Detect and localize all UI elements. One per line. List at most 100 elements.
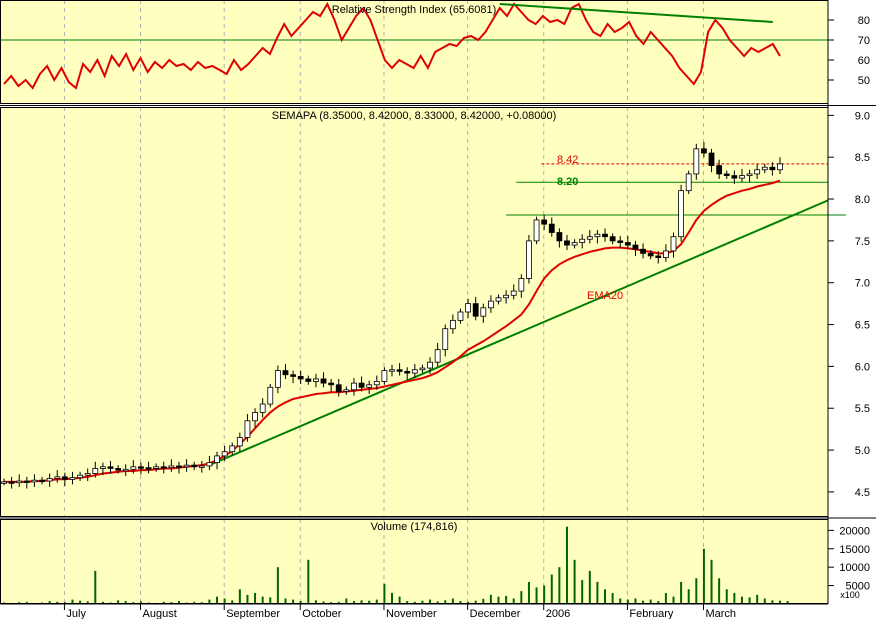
x-tick-label: September	[226, 608, 280, 619]
candle-body	[571, 242, 578, 246]
candle-body	[404, 371, 411, 374]
candle-body	[274, 370, 281, 388]
candle-body	[716, 165, 723, 175]
candle-body	[777, 163, 783, 171]
candle-body	[746, 173, 753, 177]
x-tick-label: November	[386, 608, 437, 619]
candle-body	[609, 236, 616, 242]
candle-body	[259, 403, 266, 413]
price-title: SEMAPA (8.35000, 8.42000, 8.33000, 8.420…	[272, 110, 557, 122]
candle-body	[206, 462, 213, 467]
candle-body	[685, 173, 692, 192]
price-panel	[0, 107, 828, 517]
candle-body	[1, 481, 7, 484]
candle-body	[647, 253, 654, 257]
candle-body	[731, 175, 738, 179]
volume-unit-label: x100	[840, 590, 860, 600]
candle-body	[236, 437, 243, 447]
candle-body	[335, 384, 342, 392]
price-tick-label: 9.0	[855, 110, 870, 122]
candle-body	[655, 255, 662, 259]
x-tick-label: December	[470, 608, 521, 619]
candle-body	[556, 232, 563, 242]
candle-body	[198, 465, 205, 468]
candle-body	[480, 307, 487, 317]
candle-body	[282, 370, 289, 376]
rsi-tick-label: 70	[858, 35, 870, 47]
price-tick-label: 8.5	[855, 152, 870, 164]
candle-body	[586, 236, 593, 240]
candle-body	[488, 300, 494, 309]
candle-body	[761, 166, 768, 171]
candle-body	[23, 480, 30, 483]
candle-body	[640, 248, 646, 254]
candle-body	[69, 477, 76, 480]
candle-body	[449, 319, 456, 330]
volume-tick-label: 10000	[839, 562, 870, 574]
x-tick-label: March	[705, 608, 736, 619]
price-tick-label: 5.0	[855, 445, 870, 457]
candle-body	[427, 361, 433, 369]
candle-body	[723, 173, 730, 177]
candle-body	[252, 412, 258, 422]
candle-body	[267, 386, 274, 405]
candle-body	[176, 465, 182, 468]
candle-body	[122, 468, 129, 472]
price-tick-label: 7.5	[855, 236, 870, 248]
candle-body	[214, 455, 220, 464]
candle-body	[221, 451, 228, 457]
x-tick-label: October	[302, 608, 341, 619]
candle-body	[632, 244, 639, 250]
candle-body	[541, 219, 548, 225]
x-tick-label: February	[629, 608, 674, 619]
candle-body	[472, 303, 479, 317]
ema-label: EMA20	[587, 290, 623, 302]
candle-body	[708, 152, 715, 166]
candle-body	[54, 476, 61, 479]
candle-body	[115, 468, 122, 471]
candle-body	[381, 370, 388, 382]
candle-body	[510, 290, 517, 296]
candle-body	[465, 303, 471, 313]
candle-body	[16, 480, 23, 484]
candle-body	[107, 466, 114, 469]
candle-body	[670, 236, 677, 252]
candle-body	[434, 349, 441, 363]
candle-body	[92, 468, 99, 474]
x-tick-label: 2006	[546, 608, 570, 619]
candle-body	[46, 478, 53, 482]
candle-body	[495, 297, 502, 302]
candle-body	[77, 474, 83, 479]
candle-body	[754, 169, 761, 175]
candle-body	[526, 240, 532, 279]
volume-tick-label: 20000	[839, 525, 870, 537]
price-tick-label: 8.0	[855, 194, 870, 206]
candle-body	[594, 233, 601, 238]
candle-body	[739, 175, 745, 179]
price-panel-content	[1, 142, 847, 489]
candle-body	[457, 311, 464, 321]
candle-body	[564, 240, 570, 246]
candle-body	[145, 467, 152, 470]
rsi-title: Relative Strength Index (65.6081)	[332, 4, 497, 16]
candle-body	[130, 466, 137, 470]
candle-body	[366, 384, 373, 388]
candle-body	[701, 148, 707, 154]
candle-body	[602, 233, 608, 238]
rsi-tick-label: 80	[858, 15, 870, 27]
volume-tick-label: 15000	[839, 544, 870, 556]
candle-body	[396, 369, 403, 372]
price-tick-label: 6.0	[855, 361, 870, 373]
candle-body	[328, 382, 335, 386]
candle-body	[313, 378, 319, 382]
candle-body	[100, 466, 106, 469]
candle-body	[183, 464, 190, 468]
rsi-trendline	[499, 3, 773, 23]
candle-body	[617, 240, 624, 243]
candle-body	[533, 219, 540, 242]
candle-body	[343, 389, 350, 392]
candle-body	[297, 376, 304, 380]
candle-body	[693, 148, 700, 175]
